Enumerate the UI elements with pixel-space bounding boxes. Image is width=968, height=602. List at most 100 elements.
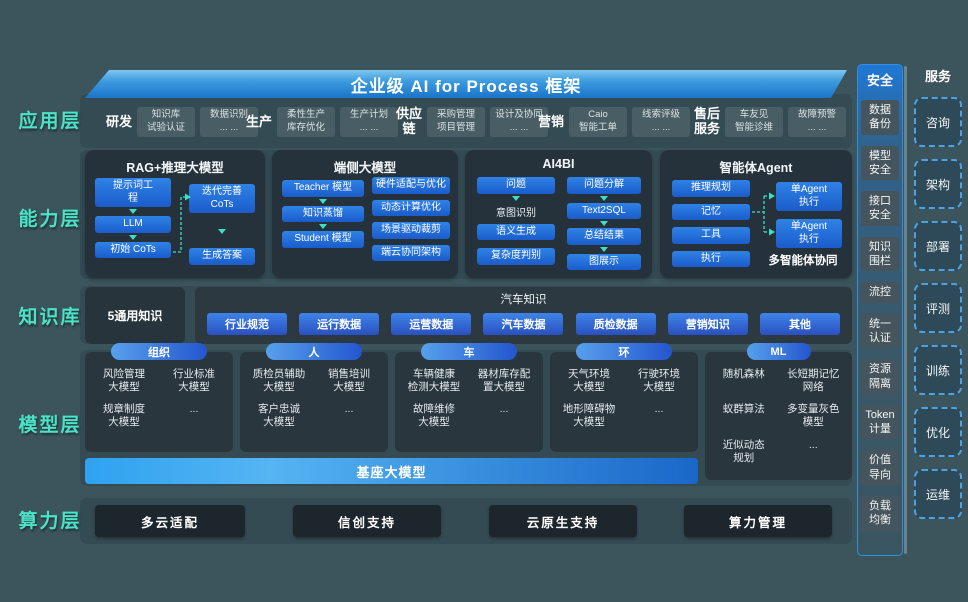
knowledge-chip: 行业规范: [207, 313, 287, 335]
app-card: 设计及协同 ... ...: [490, 107, 549, 137]
flow-step: 初始 CoTs: [95, 241, 171, 258]
model-column-ml: ML 随机森林 长短期记忆 网络 蚁群算法 多变量灰色 模型 近似动态 规划 .…: [705, 343, 852, 480]
model-cell: 天气环境 大模型: [568, 368, 610, 394]
app-card: 线索评级 ... ...: [632, 107, 691, 137]
service-item: 优化: [914, 407, 962, 457]
layer-label-application: 应用层: [18, 111, 82, 132]
model-cell: 质检员辅助 大模型: [252, 368, 306, 394]
security-item: 负载 均衡: [861, 496, 899, 531]
arrow-down-icon: [129, 209, 137, 214]
model-column-organization: 组织 风险管理 大模型 行业标准 大模型 规章制度 大模型 ...: [85, 343, 233, 452]
app-card: 数据识别 ... ...: [200, 107, 259, 137]
model-pill: 车: [421, 343, 517, 360]
app-group-label: 售后 服务: [694, 106, 721, 136]
model-grid: 随机森林 长短期记忆 网络 蚁群算法 多变量灰色 模型 近似动态 规划 ...: [709, 368, 848, 465]
flow-step: Text2SQL: [567, 202, 641, 219]
service-item: 训练: [914, 345, 962, 395]
app-group-label: 供应 链: [396, 106, 423, 136]
security-item: 知识 围栏: [861, 236, 899, 272]
app-card: Caio 智能工单: [569, 107, 628, 137]
model-cell: 器材库存配 置大模型: [477, 368, 531, 394]
agent-exec-box: 单Agent 执行: [776, 182, 842, 211]
app-group-aftersales: 售后 服务 车友见 智能诊维 故障预警 ... ...: [694, 102, 847, 142]
capability-box-title: 端侧大模型: [333, 161, 397, 175]
model-cell: 多变量灰色 模型: [787, 403, 840, 429]
layer-label-model: 模型层: [18, 415, 82, 436]
model-cell: 近似动态 规划: [722, 438, 765, 464]
agent-exec-box: 单Agent 执行: [776, 219, 842, 248]
flow-step: 复杂度判别: [477, 248, 555, 265]
model-cell: 风险管理 大模型: [103, 368, 145, 394]
app-card: 柔性生产 库存优化: [277, 107, 336, 137]
knowledge-auto-panel: 汽车知识 行业规范 运行数据 运营数据 汽车数据 质检数据 营销知识 其他: [195, 287, 852, 344]
model-cell: 车辆健康 检测大模型: [407, 368, 461, 394]
model-cell: 行驶环境 大模型: [638, 368, 680, 394]
model-grid: 车辆健康 检测大模型 器材库存配 置大模型 故障维修 大模型 ...: [399, 368, 539, 430]
model-column-vehicle: 车 车辆健康 检测大模型 器材库存配 置大模型 故障维修 大模型 ...: [395, 343, 543, 452]
capability-box-rag: RAG+推理大模型 提示词工 程 LLM 初始 CoTs 迭代完善 CoTs 生…: [85, 150, 265, 278]
app-card: 车友见 智能诊维: [725, 107, 784, 137]
security-item: 模型 安全: [861, 145, 899, 181]
knowledge-chip: 其他: [759, 313, 840, 335]
knowledge-panel-title: 汽车知识: [500, 294, 547, 306]
list-item: 动态计算优化: [372, 199, 450, 216]
service-item: 评测: [914, 283, 962, 333]
arrow-down-icon: [319, 224, 327, 229]
model-grid: 风险管理 大模型 行业标准 大模型 规章制度 大模型 ...: [89, 368, 229, 430]
service-item: 咨询: [914, 97, 962, 147]
model-cell: ...: [189, 403, 199, 416]
multi-agent-caption: 多智能体协同: [768, 255, 838, 267]
security-panel: 安全 数据 备份 模型 安全 接口 安全 知识 围栏 流控 统一 认证 资源 隔…: [857, 64, 903, 556]
rag-flow-left: 提示词工 程 LLM 初始 CoTs: [95, 178, 171, 258]
model-grid: 天气环境 大模型 行驶环境 大模型 地形障碍物 大模型 ...: [554, 368, 694, 430]
list-item: 场景驱动裁剪: [372, 222, 450, 239]
capability-box-title: RAG+推理大模型: [126, 161, 224, 175]
flow-step: 生成答案: [189, 248, 255, 265]
model-cell: 地形障碍物 大模型: [562, 403, 616, 429]
arrow-down-icon: [129, 234, 137, 240]
security-item: 价值 导向: [861, 450, 899, 486]
security-item: Token 计量: [861, 404, 899, 440]
rag-flow-right: 迭代完善 CoTs 生成答案: [189, 184, 255, 265]
app-card: 故障预警 ... ...: [788, 107, 847, 137]
model-cell: 随机森林: [722, 368, 765, 380]
app-card: 知识库 试验认证: [137, 107, 196, 137]
app-card: 生产计划 ... ...: [340, 107, 399, 137]
model-cell: 蚁群算法: [722, 403, 765, 416]
model-cell: ...: [344, 403, 354, 416]
model-column-environment: 环 天气环境 大模型 行驶环境 大模型 地形障碍物 大模型 ...: [550, 343, 698, 452]
arrow-down-icon: [512, 195, 520, 201]
knowledge-chip: 运营数据: [391, 313, 472, 335]
arrow-down-icon: [600, 246, 608, 252]
flow-text: 意图识别: [496, 207, 536, 219]
capability-box-ai4bi: AI4BI 问题 意图识别 语义生成 复杂度判别 问题分解 Text2SQL 总…: [465, 150, 652, 278]
model-pill: 环: [576, 343, 672, 360]
layer-label-compute: 算力层: [18, 511, 82, 532]
flow-step: Teacher 模型: [282, 180, 364, 197]
model-cell: 规章制度 大模型: [103, 403, 145, 429]
security-item: 资源 隔离: [861, 359, 899, 394]
model-grid: 质检员辅助 大模型 销售培训 大模型 客户忠诚 大模型 ...: [244, 368, 384, 430]
ai4bi-flow-left: 问题 意图识别 语义生成 复杂度判别: [477, 177, 555, 265]
capability-box-edge-model: 端侧大模型 Teacher 模型 知识蒸馏 Student 模型 硬件适配与优化…: [272, 150, 458, 278]
knowledge-chip: 营销知识: [667, 313, 748, 335]
list-item: 硬件适配与优化: [372, 177, 450, 194]
ai4bi-flow-right: 问题分解 Text2SQL 总结结果 图展示: [567, 177, 641, 270]
model-cell: 行业标准 大模型: [173, 368, 215, 394]
model-cell: 客户忠诚 大模型: [258, 403, 300, 429]
arrow-down-icon: [600, 195, 608, 201]
app-group-production: 生产 柔性生产 库存优化 生产计划 ... ...: [246, 102, 399, 142]
flow-step: Student 模型: [282, 231, 364, 248]
model-column-people: 人 质检员辅助 大模型 销售培训 大模型 客户忠诚 大模型 ...: [240, 343, 388, 452]
model-cell: 故障维修 大模型: [413, 403, 455, 429]
agent-list-right: 单Agent 执行 单Agent 执行: [776, 182, 842, 248]
flow-step: 迭代完善 CoTs: [189, 184, 255, 213]
app-group-supply-chain: 供应 链 采购管理 项目管理 设计及协同 ... ...: [396, 102, 549, 142]
flow-step: 提示词工 程: [95, 178, 171, 207]
compute-box-xinchuang: 信创支持: [293, 505, 441, 537]
knowledge-chip: 运行数据: [299, 313, 380, 335]
flow-step: 知识蒸馏: [282, 205, 364, 222]
flow-step: LLM: [95, 216, 171, 233]
security-item: 流控: [861, 282, 899, 303]
